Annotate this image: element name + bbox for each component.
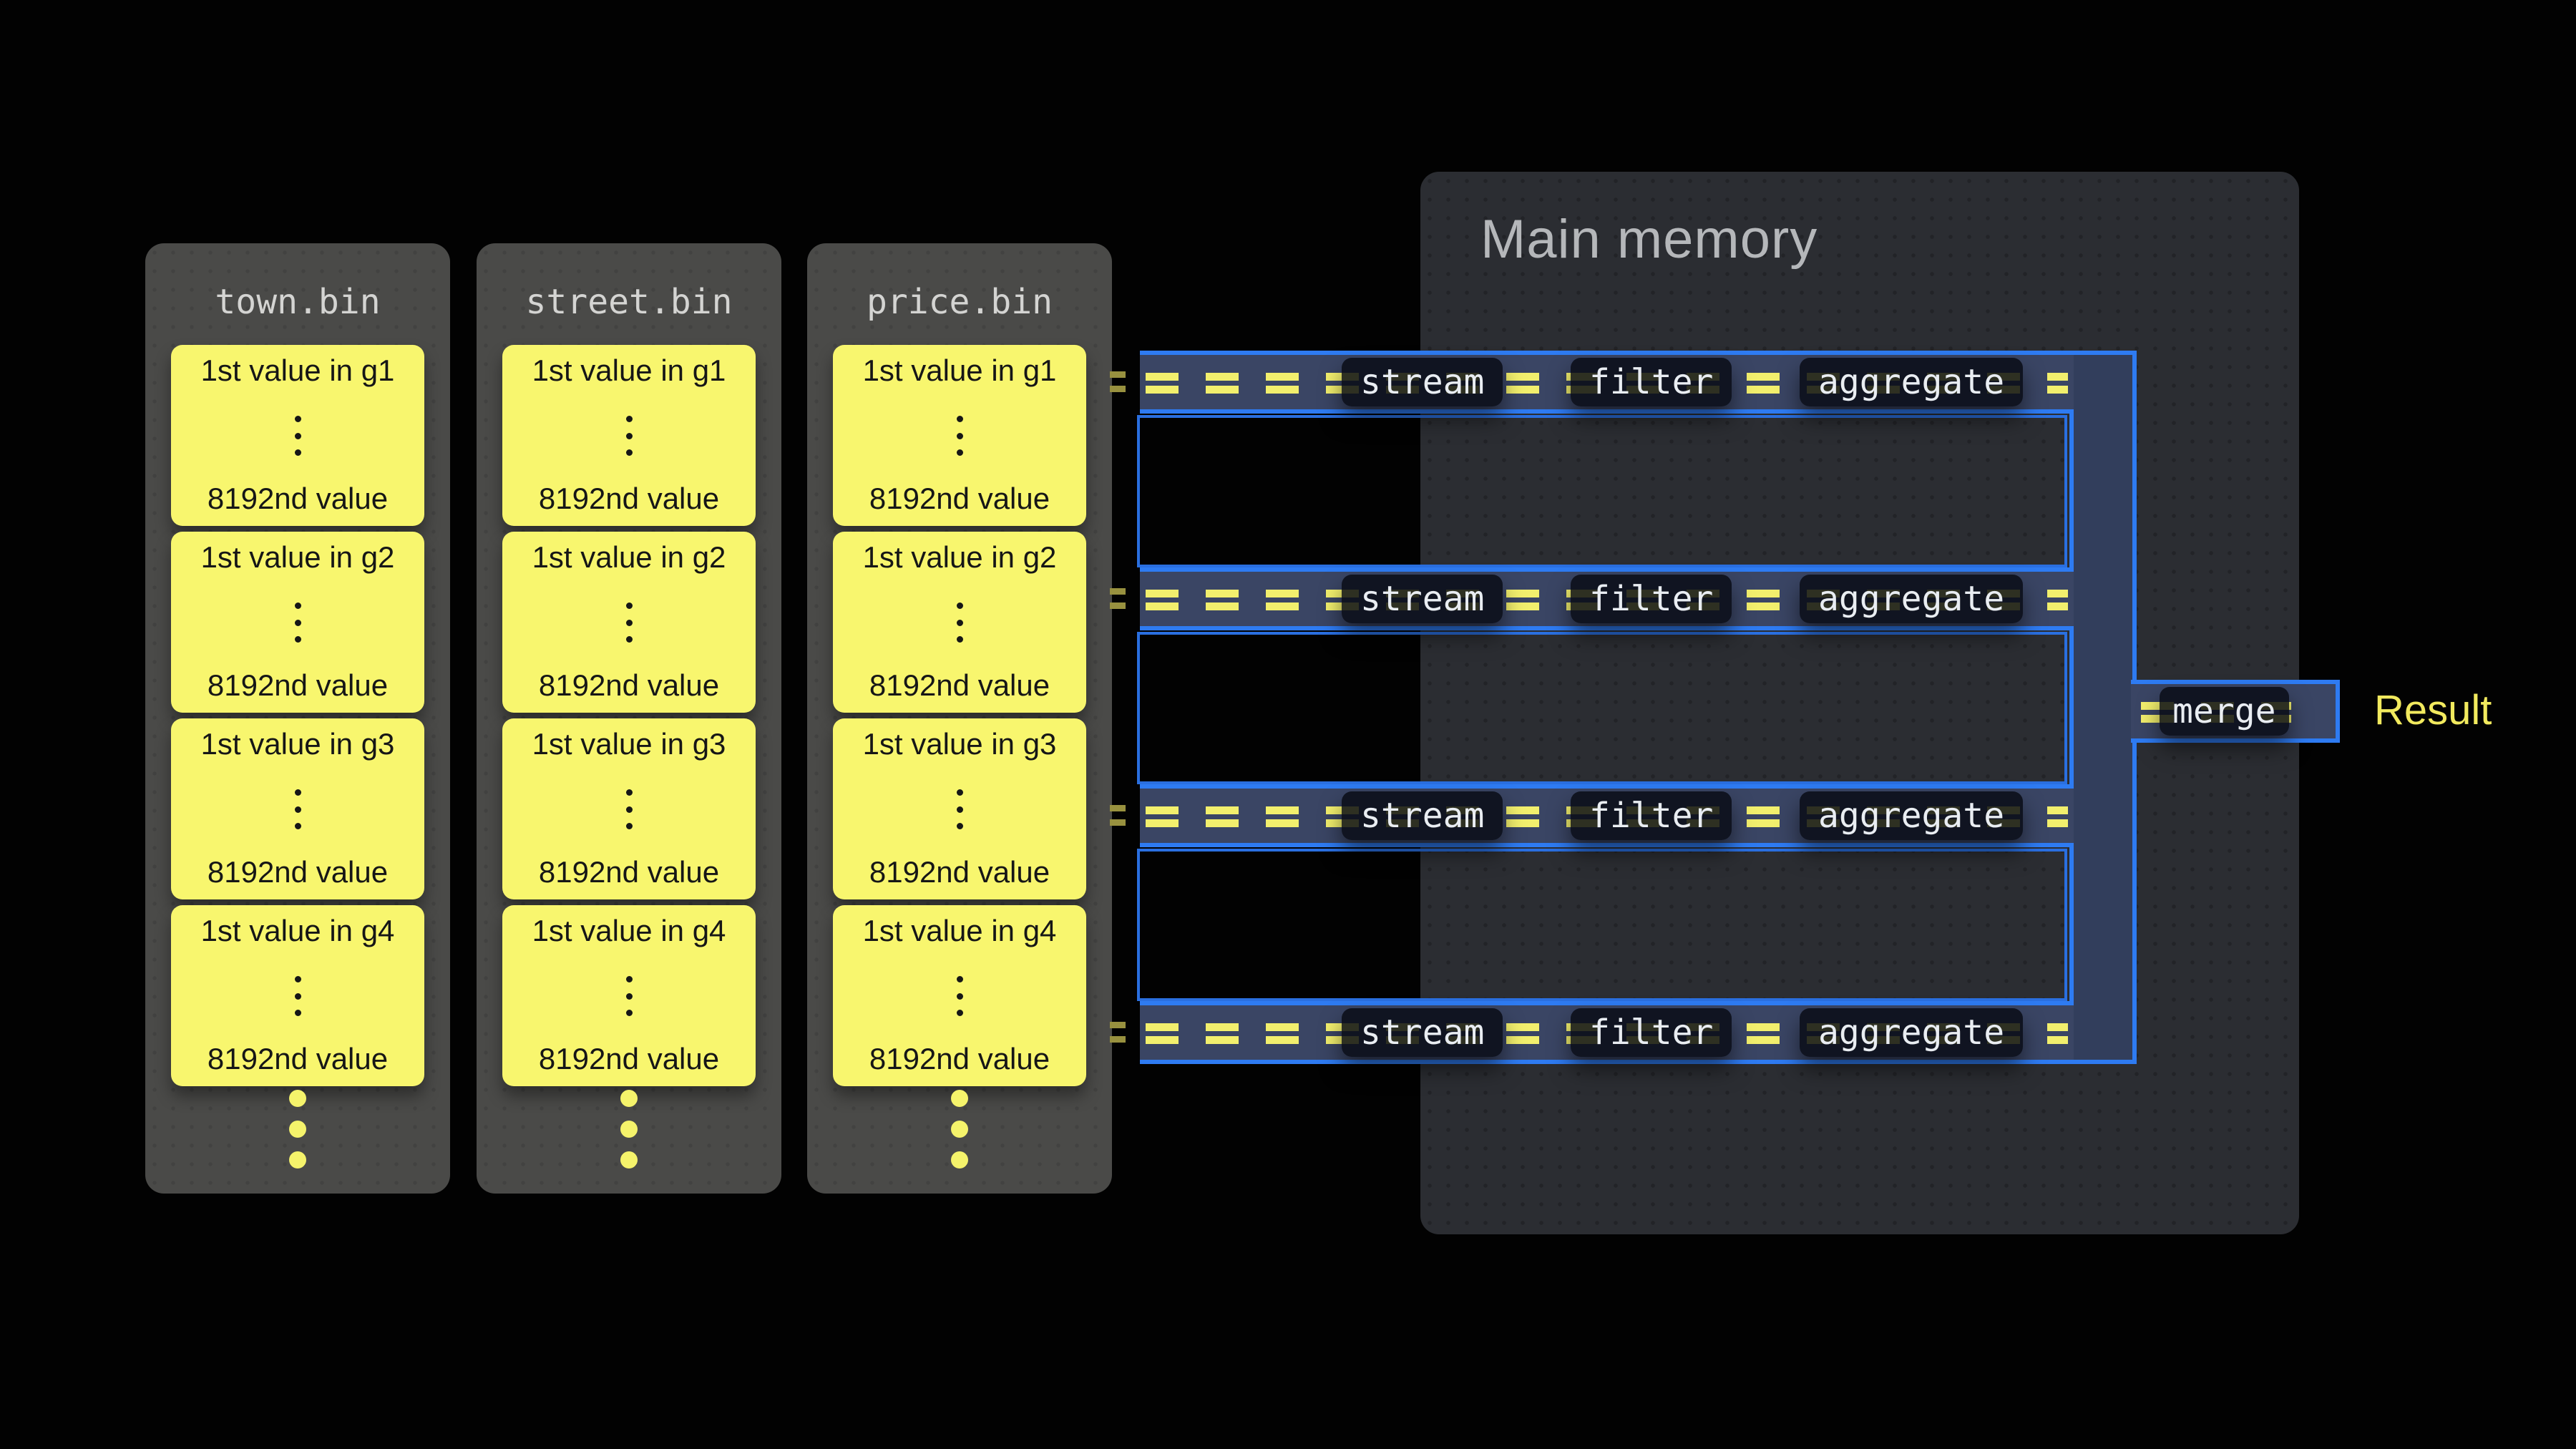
group-first-value: 1st value in g1	[532, 353, 726, 387]
stage-filter: filter	[1571, 791, 1732, 840]
merge-pipeline: merge	[2131, 680, 2340, 743]
stage-filter: filter	[1571, 575, 1732, 623]
row-group-g1: 1st value in g1 8192nd value	[171, 345, 424, 526]
result-label: Result	[2374, 687, 2492, 733]
row-group-g3: 1st value in g3 8192nd value	[502, 718, 756, 899]
pipeline-2: stream filter aggregate	[1140, 567, 2074, 630]
channel-outline-2	[1137, 632, 2067, 784]
group-last-value: 8192nd value	[869, 668, 1050, 702]
vertical-ellipsis	[171, 976, 424, 1016]
group-last-value: 8192nd value	[538, 855, 720, 889]
group-last-value: 8192nd value	[538, 668, 720, 702]
main-memory-title: Main memory	[1480, 209, 1818, 270]
vertical-ellipsis	[833, 976, 1086, 1016]
file-name: street.bin	[525, 282, 733, 322]
vertical-ellipsis	[502, 602, 756, 643]
stage-merge: merge	[2160, 687, 2289, 736]
vertical-ellipsis	[833, 416, 1086, 456]
stage-filter: filter	[1571, 358, 1732, 406]
vertical-ellipsis	[502, 976, 756, 1016]
group-last-value: 8192nd value	[869, 855, 1050, 889]
row-group-g4: 1st value in g4 8192nd value	[833, 905, 1086, 1086]
row-group-g2: 1st value in g2 8192nd value	[502, 532, 756, 713]
row-group-g2: 1st value in g2 8192nd value	[171, 532, 424, 713]
file-name: town.bin	[215, 282, 381, 322]
stream-source-dashes	[1110, 588, 1126, 609]
group-first-value: 1st value in g2	[862, 540, 1057, 574]
stage-stream: stream	[1342, 1008, 1503, 1057]
file-panel-street: street.bin 1st value in g1 8192nd value …	[477, 243, 781, 1194]
stage-aggregate: aggregate	[1800, 575, 2024, 623]
stream-source-dashes	[1110, 805, 1126, 826]
stage-aggregate: aggregate	[1800, 791, 2024, 840]
file-name: price.bin	[866, 282, 1053, 322]
group-first-value: 1st value in g2	[200, 540, 395, 574]
group-first-value: 1st value in g3	[200, 727, 395, 761]
stage-aggregate: aggregate	[1800, 1008, 2024, 1057]
group-first-value: 1st value in g3	[862, 727, 1057, 761]
channel-outline-1	[1137, 415, 2067, 567]
row-group-g3: 1st value in g3 8192nd value	[833, 718, 1086, 899]
pipeline-4: stream filter aggregate	[1140, 1001, 2074, 1064]
row-group-g3: 1st value in g3 8192nd value	[171, 718, 424, 899]
more-groups-ellipsis	[807, 1090, 1112, 1169]
group-last-value: 8192nd value	[538, 482, 720, 515]
row-group-g4: 1st value in g4 8192nd value	[171, 905, 424, 1086]
row-group-g2: 1st value in g2 8192nd value	[833, 532, 1086, 713]
vertical-ellipsis	[502, 789, 756, 829]
channel-outline-3	[1137, 849, 2067, 1001]
group-last-value: 8192nd value	[207, 482, 389, 515]
vertical-ellipsis	[171, 602, 424, 643]
stage-stream: stream	[1342, 575, 1503, 623]
file-panel-town: town.bin 1st value in g1 8192nd value 1s…	[145, 243, 450, 1194]
stage-aggregate: aggregate	[1800, 358, 2024, 406]
stream-source-dashes	[1110, 371, 1126, 392]
group-first-value: 1st value in g4	[200, 914, 395, 947]
row-group-g4: 1st value in g4 8192nd value	[502, 905, 756, 1086]
file-panel-price: price.bin 1st value in g1 8192nd value 1…	[807, 243, 1112, 1194]
vertical-ellipsis	[171, 789, 424, 829]
group-first-value: 1st value in g3	[532, 727, 726, 761]
group-last-value: 8192nd value	[869, 1042, 1050, 1075]
group-last-value: 8192nd value	[207, 668, 389, 702]
vertical-ellipsis	[833, 789, 1086, 829]
row-group-g1: 1st value in g1 8192nd value	[502, 345, 756, 526]
pipeline-3: stream filter aggregate	[1140, 784, 2074, 847]
stage-stream: stream	[1342, 358, 1503, 406]
more-groups-ellipsis	[477, 1090, 781, 1169]
stage-filter: filter	[1571, 1008, 1732, 1057]
group-last-value: 8192nd value	[207, 1042, 389, 1075]
pipeline-1: stream filter aggregate	[1140, 351, 2074, 414]
vertical-ellipsis	[171, 416, 424, 456]
more-groups-ellipsis	[145, 1090, 450, 1169]
group-last-value: 8192nd value	[207, 855, 389, 889]
group-first-value: 1st value in g1	[200, 353, 395, 387]
group-first-value: 1st value in g4	[862, 914, 1057, 947]
vertical-ellipsis	[502, 416, 756, 456]
group-first-value: 1st value in g2	[532, 540, 726, 574]
group-last-value: 8192nd value	[869, 482, 1050, 515]
vertical-ellipsis	[833, 602, 1086, 643]
group-last-value: 8192nd value	[538, 1042, 720, 1075]
stream-source-dashes	[1110, 1022, 1126, 1043]
group-first-value: 1st value in g1	[862, 353, 1057, 387]
stage-stream: stream	[1342, 791, 1503, 840]
row-group-g1: 1st value in g1 8192nd value	[833, 345, 1086, 526]
merge-connector	[2069, 351, 2137, 1064]
group-first-value: 1st value in g4	[532, 914, 726, 947]
